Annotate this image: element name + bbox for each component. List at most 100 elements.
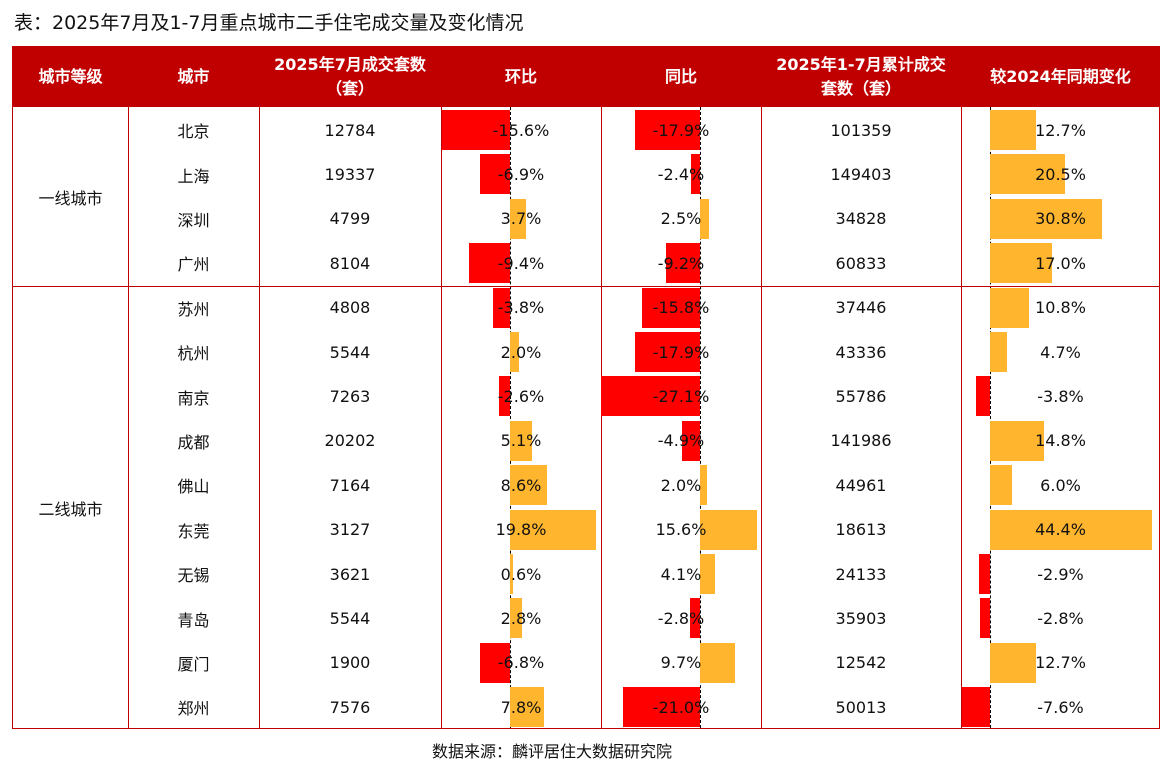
city-name: 北京 (177, 122, 210, 142)
city-name: 上海 (177, 166, 210, 186)
negative-bar (601, 376, 700, 417)
yoy-change: -21.0% (652, 697, 710, 717)
cumulative-yoy-change: 6.0% (1040, 475, 1081, 495)
july-volume: 1900 (329, 653, 371, 673)
positive-bar (510, 509, 597, 550)
table-row: 无锡 3621 0.6% 4.1% 24133 -2.9% (13, 552, 1159, 596)
table-row: 郑州 7576 7.8% -21.0% 50013 -7.6% (13, 685, 1159, 729)
positive-bar (700, 642, 736, 683)
mom-change: -6.9% (497, 165, 545, 185)
column-divider (259, 107, 260, 728)
positive-bar (990, 642, 1037, 683)
july-volume: 5544 (329, 342, 371, 362)
july-volume: 4808 (329, 298, 371, 318)
mom-change: -9.4% (497, 253, 545, 273)
table-row: 东莞 3127 19.8% 15.6% 18613 44.4% (13, 508, 1159, 552)
positive-bar (510, 687, 544, 728)
column-divider (128, 107, 129, 728)
cumulative-yoy-change: 30.8% (1035, 209, 1086, 229)
column-header: 城市等级 (38, 67, 103, 86)
negative-bar (480, 642, 510, 683)
positive-bar (510, 420, 533, 461)
cumulative-volume: 60833 (835, 253, 887, 273)
cumulative-yoy-change: -2.8% (1037, 609, 1084, 629)
mom-change: 3.7% (500, 209, 542, 229)
cumulative-volume: 24133 (835, 564, 887, 584)
positive-bar (990, 509, 1153, 550)
cumulative-volume: 35903 (835, 609, 887, 629)
negative-bar (441, 110, 510, 150)
cumulative-volume: 50013 (835, 697, 887, 717)
negative-bar (493, 287, 510, 328)
positive-bar (990, 154, 1065, 195)
negative-bar (979, 554, 990, 594)
yoy-change: -9.2% (657, 253, 705, 273)
column-header: 同比 (664, 67, 697, 86)
mom-change: -2.6% (497, 387, 545, 407)
data-table: 城市等级 城市 2025年7月成交套数 （套） 环比 同比 2025年1-7月累计成交 套数（… (12, 46, 1160, 729)
bar-axis-line (510, 107, 511, 728)
city-name: 南京 (177, 388, 210, 408)
table-row: 厦门 1900 -6.8% 9.7% 12542 12.7% (13, 641, 1159, 685)
bar-axis-line (700, 107, 701, 728)
positive-bar (700, 554, 715, 594)
july-volume: 19337 (324, 165, 376, 185)
bar-axis-line (990, 107, 991, 728)
cumulative-volume: 37446 (835, 298, 887, 318)
column-divider (601, 107, 602, 728)
cumulative-volume: 18613 (835, 520, 887, 540)
negative-bar (634, 110, 700, 150)
july-volume: 20202 (324, 431, 376, 451)
negative-bar (962, 687, 990, 728)
positive-bar (990, 243, 1053, 284)
yoy-change: -27.1% (652, 387, 710, 407)
table-row: 苏州 4808 -3.8% -15.8% 37446 10.8% (13, 286, 1159, 330)
cumulative-yoy-change: -3.8% (1037, 387, 1084, 407)
city-name: 郑州 (177, 699, 210, 719)
negative-bar (666, 243, 700, 284)
july-volume: 4799 (329, 209, 371, 229)
negative-bar (469, 243, 510, 284)
positive-bar (700, 509, 757, 550)
mom-change: 2.0% (500, 342, 542, 362)
table-row: 南京 7263 -2.6% -27.1% 55786 -3.8% (13, 374, 1159, 418)
yoy-change: -4.9% (657, 431, 705, 451)
positive-bar (990, 465, 1012, 506)
tier-divider (13, 285, 1159, 287)
table-row: 成都 20202 5.1% -4.9% 141986 14.8% (13, 419, 1159, 463)
column-divider (441, 107, 442, 728)
cumulative-volume: 55786 (835, 387, 887, 407)
negative-bar (498, 376, 510, 417)
yoy-change: -2.8% (657, 609, 705, 629)
city-name: 广州 (177, 255, 210, 275)
negative-bar (976, 376, 990, 417)
positive-bar (990, 332, 1008, 372)
cumulative-yoy-change: -2.9% (1037, 564, 1084, 584)
negative-bar (682, 420, 700, 461)
negative-bar (479, 154, 510, 195)
negative-bar (691, 154, 700, 195)
cumulative-volume: 149403 (830, 165, 892, 185)
mom-change: 19.8% (495, 520, 547, 540)
city-name: 成都 (177, 432, 210, 452)
positive-bar (510, 332, 519, 372)
city-name: 厦门 (177, 654, 210, 674)
mom-change: 7.8% (500, 697, 542, 717)
positive-bar (700, 198, 710, 239)
table-row: 广州 8104 -9.4% -9.2% 60833 17.0% (13, 241, 1159, 285)
positive-bar (510, 598, 523, 639)
mom-change: 5.1% (500, 431, 542, 451)
city-name: 苏州 (177, 299, 210, 319)
july-volume: 12784 (324, 120, 376, 140)
cumulative-volume: 34828 (835, 209, 887, 229)
column-header: 较2024年同期变化 (990, 67, 1131, 86)
negative-bar (634, 332, 700, 372)
cumulative-yoy-change: 10.8% (1035, 298, 1086, 318)
cumulative-volume: 141986 (830, 431, 892, 451)
july-volume: 7164 (329, 475, 371, 495)
july-volume: 7263 (329, 387, 371, 407)
yoy-change: 4.1% (660, 564, 702, 584)
city-name: 东莞 (177, 521, 210, 541)
column-divider (961, 107, 962, 728)
mom-change: 8.6% (500, 475, 542, 495)
